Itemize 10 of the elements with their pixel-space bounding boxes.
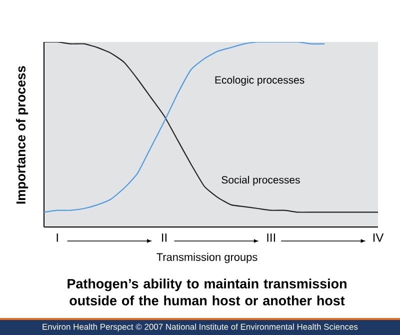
x-tick-label: IV — [373, 234, 384, 242]
series-label: Social processes — [222, 176, 300, 186]
x-axis-title: Transmission groups — [156, 252, 258, 264]
x-tick-label: I — [56, 234, 58, 242]
y-axis-title: Importance of process — [16, 66, 28, 204]
x-tick-label: III — [267, 234, 276, 242]
text: Pathogen’s ability to maintain transmission outside of the human host or another host — [68, 278, 346, 306]
text: Environ Health Perspect © 2007 National Institute of Environmental Health Sciences — [42, 324, 358, 332]
series-label: Ecologic processes — [215, 76, 304, 86]
x-tick-label: II — [162, 234, 166, 242]
